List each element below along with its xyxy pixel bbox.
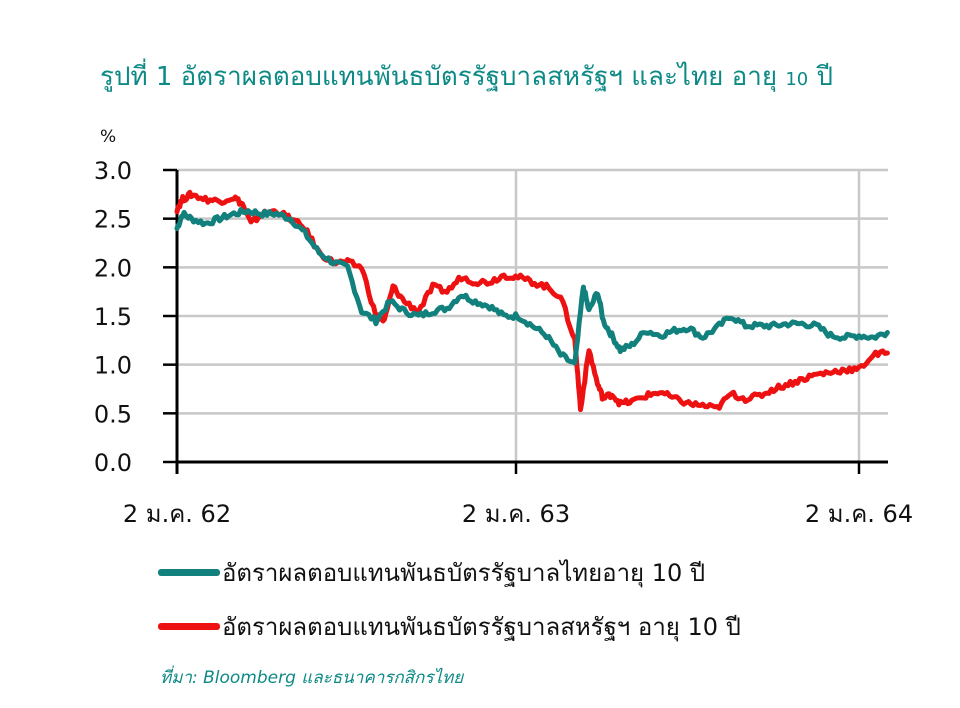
y-tick-label: 2.0 <box>94 254 132 282</box>
series-line-thai <box>174 207 890 366</box>
x-tick-label: 2 ม.ค. 64 <box>805 500 913 528</box>
legend-item-thai: อัตราผลตอบแทนพันธบัตรรัฐบาลไทยอายุ 10 ปี <box>158 553 705 592</box>
y-tick-label: 1.0 <box>94 352 132 380</box>
legend-label-thai: อัตราผลตอบแทนพันธบัตรรัฐบาลไทยอายุ 10 ปี <box>222 559 706 587</box>
series-lines <box>174 189 890 413</box>
x-tick-label: 2 ม.ค. 62 <box>123 500 231 528</box>
y-tick-label: 0.5 <box>94 400 132 428</box>
x-tick-label: 2 ม.ค. 63 <box>462 500 570 528</box>
legend-label-us: อัตราผลตอบแทนพันธบัตรรัฐบาลสหรัฐฯ อายุ 1… <box>222 613 741 641</box>
legend-item-us: อัตราผลตอบแทนพันธบัตรรัฐบาลสหรัฐฯ อายุ 1… <box>158 607 741 646</box>
y-tick-label: 2.5 <box>94 206 132 234</box>
y-tick-label: 1.5 <box>94 303 132 331</box>
y-unit-label: % <box>100 127 116 147</box>
axis-labels: 0.0 0.5 1.0 1.5 2.0 2.5 3.0 2 ม.ค. 62 2 ม.ค. 63 2… <box>94 127 913 528</box>
series-line-us <box>174 189 890 413</box>
legend-swatch-us <box>158 623 220 630</box>
y-tick-label: 0.0 <box>94 449 132 477</box>
chart-title: รูปที่ 1 อัตราผลตอบแทนพันธบัตรรัฐบาลสหรั… <box>100 62 834 92</box>
legend-swatch-thai <box>158 569 220 576</box>
source-note: ที่มา: Bloomberg และธนาคารกสิกรไทย <box>160 668 464 688</box>
y-tick-label: 3.0 <box>94 157 132 185</box>
axes <box>163 168 888 474</box>
